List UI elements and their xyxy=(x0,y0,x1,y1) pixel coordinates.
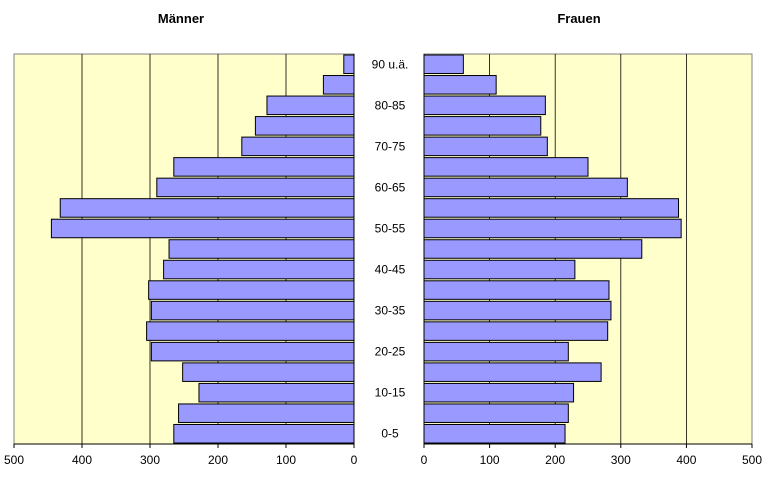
maenner-bar-40-45 xyxy=(163,259,355,280)
frauen-tick-label: 500 xyxy=(742,453,762,467)
age-label: 20-25 xyxy=(375,345,406,359)
frauen-bar-50-55 xyxy=(423,218,682,239)
panel-frauen: 0 100 200 300 400 500 xyxy=(421,53,762,467)
maenner-bar-15-20 xyxy=(182,362,355,382)
age-label: 0-5 xyxy=(381,427,399,441)
frauen-tick-label: 200 xyxy=(545,453,565,467)
title-maenner: Männer xyxy=(158,11,204,26)
age-label: 10-15 xyxy=(375,386,406,400)
age-labels: 0-5 10-15 20-25 30-35 40-45 50-55 60-65 70-75 80… xyxy=(372,57,409,440)
age-label: 70-75 xyxy=(375,139,406,153)
maenner-bar-70-75 xyxy=(241,136,355,157)
maenner-bar-5-10 xyxy=(178,403,355,423)
maenner-bar-45-50 xyxy=(168,239,355,259)
frauen-bar-15-20 xyxy=(423,362,602,382)
frauen-bar-20-25 xyxy=(423,341,569,362)
maenner-bar-10-15 xyxy=(198,382,355,403)
maenner-bar-80-85 xyxy=(266,95,355,116)
maenner-tick-label: 400 xyxy=(72,453,92,467)
age-label: 30-35 xyxy=(375,304,406,318)
panel-maenner: 500 400 300 200 100 0 xyxy=(4,53,358,467)
frauen-tick-label: 400 xyxy=(676,453,696,467)
frauen-bar-35-40 xyxy=(423,280,610,300)
frauen-bar-90 u.ä. xyxy=(423,54,464,75)
maenner-bar-25-30 xyxy=(146,321,355,341)
frauen-bar-70-75 xyxy=(423,136,548,157)
frauen-bar-75-80 xyxy=(423,116,542,136)
maenner-bar-90 u.ä. xyxy=(343,54,355,75)
frauen-bar-0-5 xyxy=(423,423,566,444)
age-label: 80-85 xyxy=(375,98,406,112)
maenner-tick-label: 500 xyxy=(4,453,24,467)
age-label: 60-65 xyxy=(375,180,406,194)
maenner-bar-55-60 xyxy=(59,198,355,218)
maenner-bar-60-65 xyxy=(156,177,355,198)
maenner-bar-20-25 xyxy=(150,341,355,362)
frauen-bar-65-70 xyxy=(423,157,589,177)
age-label: 50-55 xyxy=(375,221,406,235)
maenner-bar-50-55 xyxy=(50,218,355,239)
maenner-tick-label: 300 xyxy=(140,453,160,467)
frauen-bar-60-65 xyxy=(423,177,628,198)
frauen-tick-label: 0 xyxy=(421,453,428,467)
maenner-bar-35-40 xyxy=(148,280,355,300)
maenner-bar-75-80 xyxy=(254,116,355,136)
maenner-bar-0-5 xyxy=(173,423,355,444)
maenner-bar-65-70 xyxy=(173,157,355,177)
maenner-tick-label: 200 xyxy=(208,453,228,467)
maenner-bar-85-90 xyxy=(322,75,355,95)
frauen-tick-label: 100 xyxy=(480,453,500,467)
frauen-bar-30-35 xyxy=(423,300,612,321)
maenner-tick-label: 0 xyxy=(351,453,358,467)
frauen-bar-45-50 xyxy=(423,239,643,259)
frauen-bar-80-85 xyxy=(423,95,546,116)
frauen-bar-5-10 xyxy=(423,403,569,423)
frauen-bar-85-90 xyxy=(423,75,497,95)
frauen-tick-label: 300 xyxy=(611,453,631,467)
frauen-bar-55-60 xyxy=(423,198,680,218)
frauen-bar-10-15 xyxy=(423,382,575,403)
maenner-bar-30-35 xyxy=(150,300,355,321)
frauen-bar-25-30 xyxy=(423,321,609,341)
age-label: 40-45 xyxy=(375,263,406,277)
title-frauen: Frauen xyxy=(557,11,600,26)
maenner-tick-label: 100 xyxy=(276,453,296,467)
age-label: 90 u.ä. xyxy=(372,57,409,71)
frauen-bar-40-45 xyxy=(423,259,576,280)
